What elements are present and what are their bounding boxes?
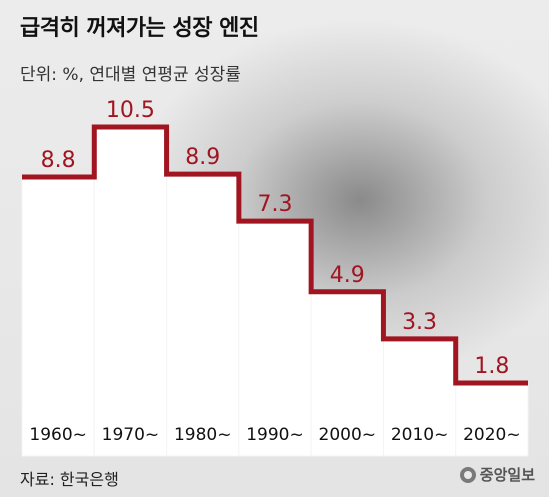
source-note: 자료: 한국은행 [20, 470, 119, 489]
data-label-2020: 1.8 [474, 354, 509, 379]
series-step-line [22, 124, 528, 386]
x-tick-label-2020: 2020~ [463, 425, 521, 445]
x-tick-label-1970: 1970~ [102, 425, 160, 445]
data-label-1960: 8.8 [41, 148, 76, 173]
bar-1970 [93, 126, 168, 457]
logo-text: 중앙일보 [479, 466, 535, 484]
x-tick-label-2000: 2000~ [319, 425, 377, 445]
bar-2020 [455, 382, 529, 457]
x-tick-label-1990: 1990~ [246, 425, 304, 445]
bar-2010 [382, 338, 457, 457]
bar-1990 [238, 220, 312, 457]
data-label-1970: 10.5 [106, 98, 155, 123]
x-tick-label-1980: 1980~ [174, 425, 232, 445]
data-label-2000: 4.9 [330, 263, 365, 288]
x-tick-label-1960: 1960~ [29, 425, 87, 445]
bar-1980 [166, 173, 240, 457]
data-label-1980: 8.9 [185, 145, 220, 170]
bar-1960 [21, 176, 95, 457]
data-label-1990: 7.3 [258, 192, 293, 217]
data-label-2010: 3.3 [402, 310, 437, 335]
chart-title: 급격히 꺼져가는 성장 엔진 [20, 16, 259, 41]
publisher-logo: 중앙일보 [459, 464, 535, 485]
logo-circle-icon [459, 466, 476, 483]
chart-subtitle: 단위: %, 연대별 연평균 성장률 [20, 65, 241, 85]
x-tick-label-2010: 2010~ [391, 425, 449, 445]
